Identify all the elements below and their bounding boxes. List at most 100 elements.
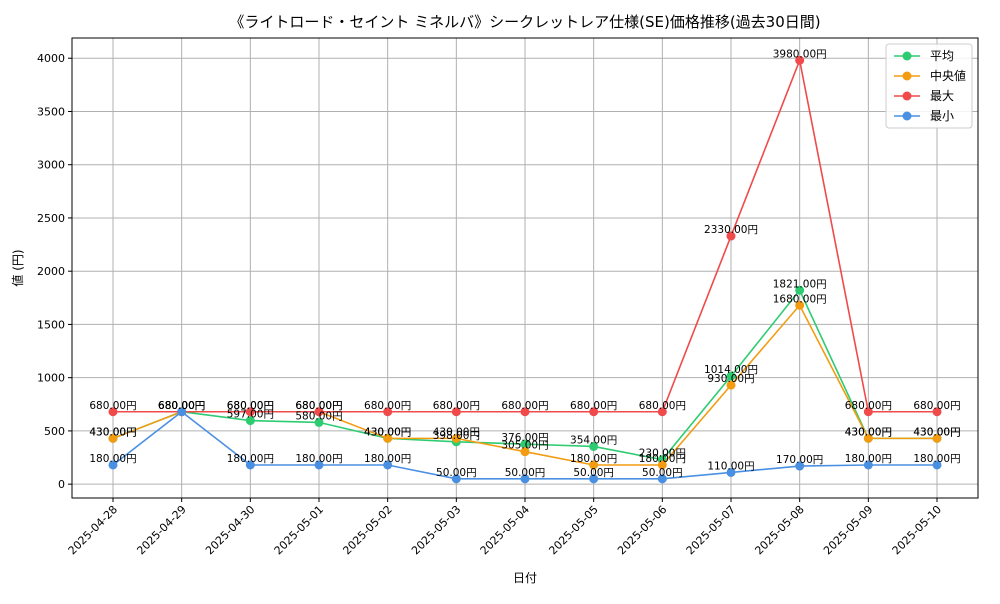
data-label: 50.00円 <box>573 467 614 479</box>
series-1-point <box>863 433 873 443</box>
series-3-point <box>863 460 873 470</box>
data-label: 430.00円 <box>89 426 136 438</box>
y-axis-title: 値 (円) <box>10 249 25 286</box>
series-3-point <box>314 460 324 470</box>
legend-label: 中央値 <box>930 68 966 83</box>
data-label: 50.00円 <box>642 467 683 479</box>
series-0-point <box>589 441 599 451</box>
data-label: 680.00円 <box>89 400 136 412</box>
chart-title: 《ライトロード・セイント ミネルバ》シークレットレア仕様(SE)価格推移(過去3… <box>229 13 820 31</box>
data-label: 430.00円 <box>845 426 892 438</box>
y-tick-label: 0 <box>58 478 65 491</box>
series-1-point <box>383 433 393 443</box>
series-3-point <box>177 407 187 417</box>
data-label: 680.00円 <box>295 400 342 412</box>
data-label: 930.00円 <box>707 373 754 385</box>
series-2-point <box>245 407 255 417</box>
data-label: 305.00円 <box>501 440 548 452</box>
y-tick-label: 2500 <box>37 212 65 225</box>
data-label: 680.00円 <box>433 400 480 412</box>
series-0-point <box>520 439 530 449</box>
series-2-point <box>932 407 942 417</box>
series-0-point <box>314 417 324 427</box>
series-3-point <box>932 460 942 470</box>
series-1-point <box>108 433 118 443</box>
data-label: 597.00円 <box>227 409 274 421</box>
data-label: 1680.00円 <box>773 293 827 305</box>
series-3-point <box>383 460 393 470</box>
series-2-point <box>451 407 461 417</box>
data-label: 376.00円 <box>501 432 548 444</box>
data-label: 680.00円 <box>158 400 205 412</box>
series-2-point <box>726 231 736 241</box>
series-2-point <box>589 407 599 417</box>
data-label: 680.00円 <box>158 400 205 412</box>
series-0-point <box>795 285 805 295</box>
data-label: 180.00円 <box>845 453 892 465</box>
data-label: 180.00円 <box>570 453 617 465</box>
legend-marker <box>902 91 912 101</box>
data-label: 1821.00円 <box>773 278 827 290</box>
series-1-point <box>451 433 461 443</box>
series-2-point <box>863 407 873 417</box>
data-label: 180.00円 <box>227 453 274 465</box>
legend-label: 最小 <box>930 109 954 123</box>
series-3-point <box>108 460 118 470</box>
data-label: 50.00円 <box>505 467 546 479</box>
data-label: 680.00円 <box>158 400 205 412</box>
series-1-point <box>726 380 736 390</box>
series-2-point <box>795 55 805 65</box>
data-label: 680.00円 <box>364 400 411 412</box>
data-label: 170.00円 <box>776 454 823 466</box>
series-3-point <box>589 474 599 484</box>
series-2-point <box>383 407 393 417</box>
data-label: 430.00円 <box>364 426 411 438</box>
y-tick-label: 4000 <box>37 52 65 65</box>
data-label: 430.00円 <box>913 426 960 438</box>
y-tick-label: 2000 <box>37 265 65 278</box>
legend-label: 最大 <box>930 89 954 103</box>
data-label: 180.00円 <box>295 453 342 465</box>
data-label: 110.00円 <box>707 460 754 472</box>
series-3-point <box>657 474 667 484</box>
series-2-point <box>520 407 530 417</box>
legend-marker <box>902 51 912 61</box>
y-tick-label: 3000 <box>37 159 65 172</box>
data-label: 2330.00円 <box>704 224 758 236</box>
data-label: 430.00円 <box>364 426 411 438</box>
legend-label: 平均 <box>930 49 954 63</box>
legend-marker <box>902 111 912 121</box>
y-tick-label: 3500 <box>37 105 65 118</box>
data-label: 680.00円 <box>570 400 617 412</box>
data-label: 398.00円 <box>433 430 480 442</box>
data-label: 430.00円 <box>913 426 960 438</box>
grid <box>72 38 978 498</box>
data-label: 680.00円 <box>913 400 960 412</box>
legend-marker <box>902 71 912 81</box>
y-tick-label: 500 <box>44 425 65 438</box>
y-tick-label: 1500 <box>37 318 65 331</box>
data-label: 430.00円 <box>845 426 892 438</box>
data-label: 50.00円 <box>436 467 477 479</box>
series-3-point <box>726 467 736 477</box>
data-label: 680.00円 <box>845 400 892 412</box>
data-label: 180.00円 <box>89 453 136 465</box>
data-label: 680.00円 <box>227 400 274 412</box>
y-tick-label: 1000 <box>37 372 65 385</box>
data-label: 1014.00円 <box>704 364 758 376</box>
series-1-point <box>589 460 599 470</box>
series-2-point <box>657 407 667 417</box>
series-3-point <box>451 474 461 484</box>
data-label: 580.00円 <box>295 410 342 422</box>
series-3-point <box>245 460 255 470</box>
x-axis-title: 日付 <box>513 571 537 585</box>
data-label: 680.00円 <box>158 400 205 412</box>
legend-box <box>885 43 973 129</box>
series-0-point <box>245 416 255 426</box>
data-label: 180.00円 <box>639 453 686 465</box>
